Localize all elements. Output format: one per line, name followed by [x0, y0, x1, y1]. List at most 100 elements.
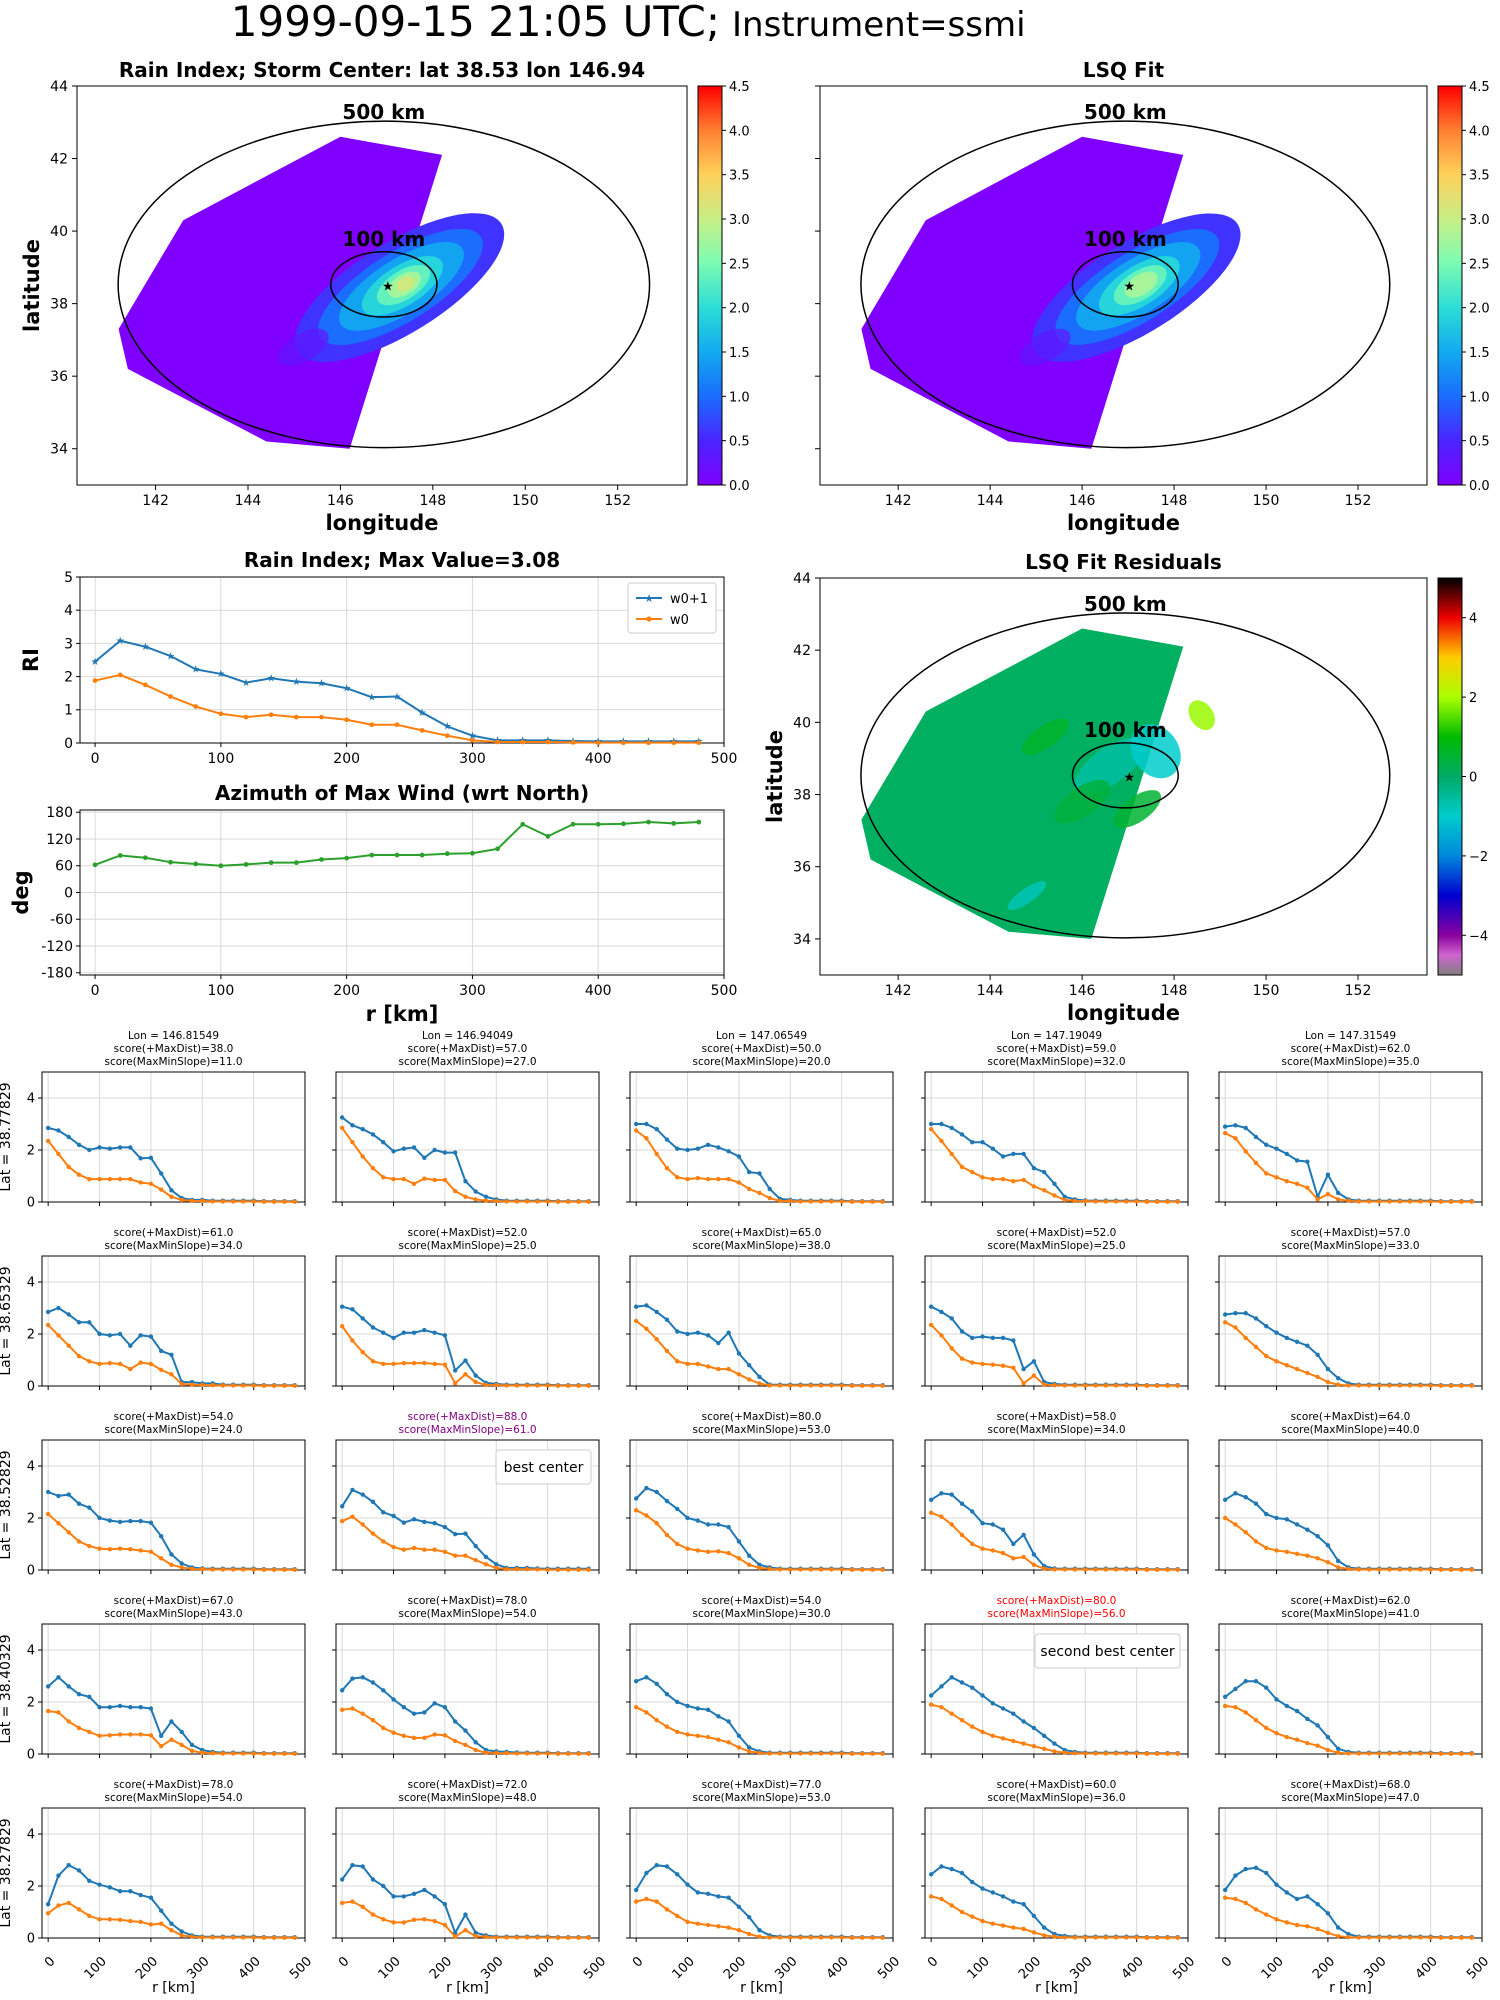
- series-point: [633, 1304, 639, 1309]
- azimuth-xlabel: r [km]: [366, 1002, 439, 1026]
- series-point: [524, 1199, 530, 1204]
- series-point: [1243, 1335, 1248, 1341]
- series-line: [635, 1676, 883, 1755]
- series-point: [949, 1903, 954, 1908]
- series-point: [370, 1680, 376, 1685]
- series-point: [360, 1864, 365, 1869]
- series-point: [422, 1327, 427, 1333]
- ring-label-500: 500 km: [1084, 592, 1167, 616]
- series-point: [746, 1931, 752, 1937]
- series-point: [483, 1562, 489, 1567]
- series-point: [1387, 1751, 1392, 1756]
- series-point: [432, 1894, 437, 1899]
- storm-center-star: ★: [1124, 770, 1136, 785]
- series-point: [644, 1675, 649, 1680]
- series-point: [350, 1338, 355, 1343]
- axes-frame: [41, 1807, 306, 1939]
- series-point: [990, 1733, 996, 1739]
- series-point: [1021, 1366, 1026, 1372]
- series-point: [442, 1177, 448, 1183]
- series-point: [1274, 1515, 1279, 1521]
- series-point: [1397, 1751, 1403, 1756]
- cell-score-maxminslope: score(MaxMinSlope)=11.0: [104, 1056, 242, 1068]
- cell-xlabel: r [km]: [446, 1980, 489, 1996]
- series-point: [1346, 1383, 1351, 1388]
- series-point: [959, 1532, 965, 1538]
- series-point: [97, 1515, 102, 1521]
- series-point: [292, 1383, 297, 1388]
- series-point: [87, 1543, 92, 1549]
- series-point: [463, 1553, 468, 1558]
- series-point: [193, 704, 199, 709]
- cell-score-maxminslope: score(MaxMinSlope)=34.0: [104, 1240, 242, 1252]
- series-point: [1031, 1725, 1037, 1731]
- series-point: [1335, 1197, 1341, 1202]
- azimuth-ylabel: deg: [9, 870, 33, 914]
- series-point: [210, 1199, 215, 1204]
- series-point: [736, 1733, 742, 1739]
- row-lat-label: Lat = 38.40329: [0, 1634, 14, 1743]
- series-point: [128, 1176, 133, 1182]
- series-point: [495, 846, 500, 852]
- axes-frame: [629, 1071, 894, 1203]
- series-point: [66, 1863, 71, 1868]
- series-point: [980, 1521, 985, 1526]
- series-point: [350, 1307, 355, 1312]
- series-point: [432, 1330, 437, 1335]
- series-point: [391, 1697, 396, 1702]
- series-point: [928, 1304, 934, 1309]
- series-point: [1093, 1935, 1098, 1940]
- ri-title: Rain Index; Max Value=3.08: [244, 548, 560, 572]
- series-point: [746, 1363, 752, 1368]
- series-point: [565, 1383, 571, 1388]
- series-point: [1222, 1320, 1228, 1325]
- series-line: [47, 1513, 295, 1571]
- series-point: [1154, 1199, 1160, 1204]
- series-point: [696, 740, 702, 746]
- series-point: [293, 860, 299, 866]
- series-point: [76, 1172, 82, 1177]
- series-point: [1000, 1550, 1006, 1556]
- series-point: [1294, 1366, 1300, 1372]
- x-tick-label: 144: [977, 493, 1004, 509]
- y-tick-label: 60: [55, 859, 73, 875]
- series-point: [644, 1896, 649, 1902]
- series-point: [1144, 1935, 1150, 1940]
- series-point: [1062, 1194, 1067, 1200]
- colorbar-tick-label: 2.5: [729, 257, 750, 272]
- cell-xlabel: r [km]: [1329, 1980, 1372, 1996]
- series-point: ★: [191, 665, 200, 676]
- series-point: [959, 1501, 965, 1506]
- series-point: [1366, 1383, 1372, 1388]
- series-point: [726, 1149, 731, 1154]
- series-point: [350, 1140, 355, 1145]
- x-tick-label: 300: [1067, 1954, 1095, 1982]
- series-point: [422, 1887, 427, 1893]
- series-point: [1469, 1567, 1474, 1572]
- series-point: [241, 1383, 246, 1388]
- series-point: [1233, 1136, 1238, 1141]
- series-point: [654, 1863, 659, 1868]
- series-point: [1134, 1199, 1139, 1204]
- series-point: [716, 1737, 721, 1742]
- series-point: [442, 1524, 448, 1530]
- profile-cell-r3c1: score(+MaxDist)=78.0score(MaxMinSlope)=5…: [332, 1595, 600, 1758]
- colorbar-tick-label: 0.5: [729, 435, 750, 450]
- axes-frame: [1218, 1623, 1483, 1755]
- cell-score-maxminslope: score(MaxMinSlope)=48.0: [398, 1792, 536, 1804]
- series-point: [504, 1199, 509, 1204]
- series-point: [695, 1518, 701, 1523]
- series-point: [1000, 1736, 1006, 1741]
- residual-patch: [1113, 790, 1162, 828]
- series-point: [107, 1360, 113, 1366]
- series-point: [644, 1710, 649, 1715]
- series-point: [128, 1918, 133, 1924]
- ring-label-100: 100 km: [342, 227, 425, 251]
- series-point: [859, 1383, 865, 1388]
- series-point: [1154, 1935, 1160, 1940]
- series-point: [169, 1921, 174, 1926]
- series-point: [1438, 1567, 1444, 1572]
- series-point: [818, 1751, 824, 1756]
- series-point: [1274, 1697, 1279, 1702]
- series-point: [411, 1917, 417, 1923]
